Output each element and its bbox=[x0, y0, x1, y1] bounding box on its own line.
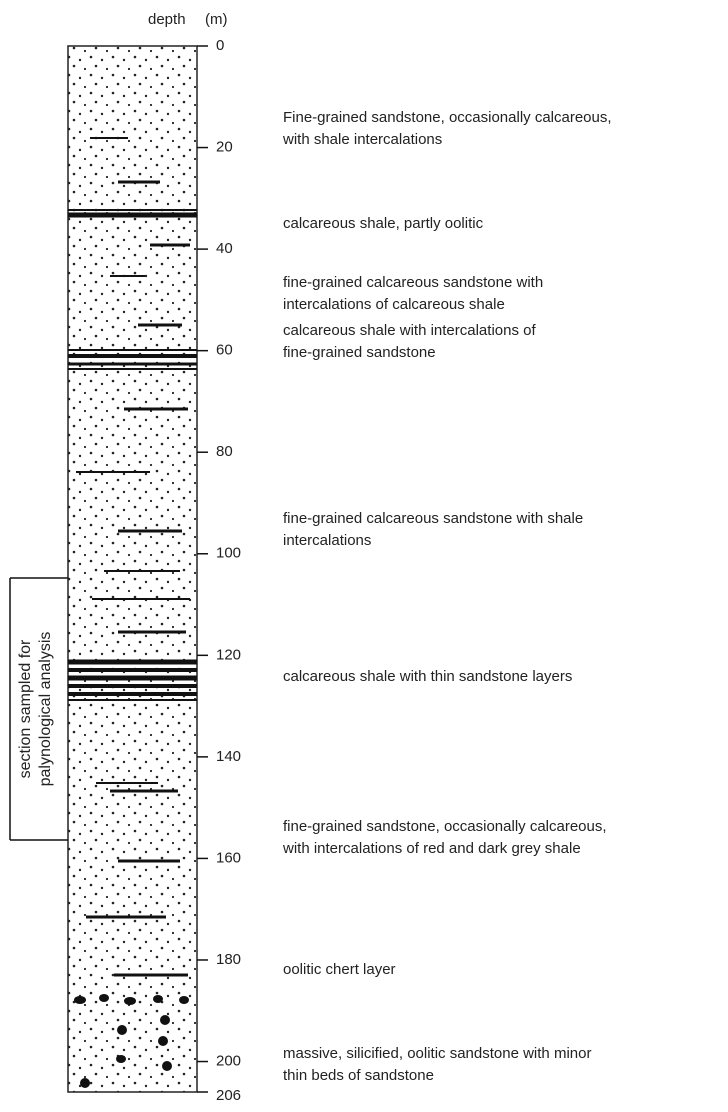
tick-label: 40 bbox=[216, 240, 233, 257]
tick-label: 120 bbox=[216, 646, 241, 663]
description: calcareous shale with intercalations of bbox=[283, 322, 536, 339]
axis-unit: (m) bbox=[205, 11, 228, 28]
description: fine-grained calcareous sandstone with s… bbox=[283, 510, 583, 527]
shale-bands bbox=[68, 137, 197, 977]
tick-label: 80 bbox=[216, 443, 233, 460]
description: intercalations bbox=[283, 532, 371, 549]
description: with intercalations of red and dark grey… bbox=[282, 840, 581, 857]
description: fine-grained calcareous sandstone with bbox=[283, 274, 543, 291]
description: calcareous shale, partly oolitic bbox=[283, 215, 484, 232]
description: Fine-grained sandstone, occasionally cal… bbox=[283, 109, 612, 126]
description: fine-grained sandstone, occasionally cal… bbox=[283, 818, 607, 835]
tick-label: 206 bbox=[216, 1087, 241, 1104]
description: massive, silicified, oolitic sandstone w… bbox=[283, 1045, 591, 1062]
description: intercalations of calcareous shale bbox=[283, 296, 505, 313]
tick-label: 140 bbox=[216, 748, 241, 765]
tick-label: 20 bbox=[216, 139, 233, 156]
tick-label: 160 bbox=[216, 849, 241, 866]
description: fine-grained sandstone bbox=[283, 344, 436, 361]
sample-label-line: section sampled for bbox=[17, 639, 34, 778]
description: calcareous shale with thin sandstone lay… bbox=[283, 668, 572, 685]
sample-bracket bbox=[9, 577, 68, 841]
sample-label: section sampled for palynological analys… bbox=[17, 632, 54, 787]
tick-label: 200 bbox=[216, 1053, 241, 1070]
column bbox=[67, 45, 198, 1093]
sample-label-line: palynological analysis bbox=[37, 632, 54, 787]
description: oolitic chert layer bbox=[283, 961, 396, 978]
tick-label: 60 bbox=[216, 342, 233, 359]
column-body bbox=[67, 45, 198, 1093]
tick-label: 100 bbox=[216, 545, 241, 562]
oolites bbox=[74, 994, 189, 1088]
tick-label: 180 bbox=[216, 951, 241, 968]
description: thin beds of sandstone bbox=[283, 1067, 434, 1084]
description: with shale intercalations bbox=[282, 131, 442, 148]
tick-label: 0 bbox=[216, 37, 224, 54]
axis-label: depth bbox=[148, 11, 186, 28]
